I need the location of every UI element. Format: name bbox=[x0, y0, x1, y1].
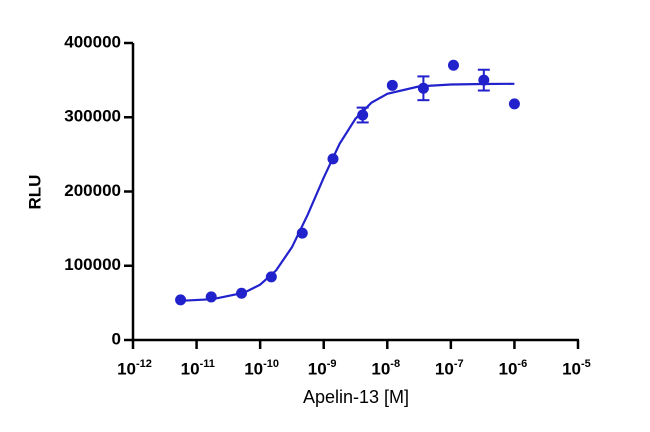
x-tick-label: 10 bbox=[181, 359, 200, 378]
point bbox=[508, 98, 520, 110]
x-tick-exponent: -9 bbox=[327, 358, 337, 370]
fit-curve bbox=[180, 82, 515, 302]
point bbox=[447, 59, 459, 71]
x-tick-label: 10 bbox=[499, 359, 518, 378]
x-tick-label: 10 bbox=[244, 359, 263, 378]
x-tick-exponent: -7 bbox=[454, 358, 464, 370]
x-tick-exponent: -10 bbox=[263, 358, 279, 370]
y-tick-label: 200000 bbox=[64, 181, 121, 200]
x-tick-exponent: -12 bbox=[136, 358, 152, 370]
x-tick-exponent: -11 bbox=[200, 358, 215, 370]
point bbox=[236, 287, 248, 299]
point bbox=[417, 82, 429, 94]
x-axis-title: Apelin-13 [M] bbox=[303, 387, 409, 407]
point bbox=[327, 153, 339, 165]
point bbox=[175, 294, 187, 306]
point bbox=[386, 79, 398, 91]
x-tick-exponent: -8 bbox=[390, 358, 400, 370]
x-tick-label: 10 bbox=[435, 359, 454, 378]
point bbox=[478, 74, 490, 86]
point bbox=[296, 227, 308, 239]
y-tick-label: 0 bbox=[112, 329, 121, 348]
x-tick-exponent: -6 bbox=[517, 358, 527, 370]
point bbox=[265, 271, 277, 283]
x-tick-exponent: -5 bbox=[581, 358, 591, 370]
x-tick-label: 10 bbox=[117, 359, 136, 378]
x-tick-label: 10 bbox=[308, 359, 327, 378]
x-tick-label: 10 bbox=[562, 359, 581, 378]
y-tick-label: 100000 bbox=[64, 255, 121, 274]
point bbox=[357, 109, 369, 121]
x-tick-label: 10 bbox=[371, 359, 390, 378]
y-tick-label: 300000 bbox=[64, 107, 121, 126]
point bbox=[205, 291, 217, 303]
y-tick-label: 400000 bbox=[64, 32, 121, 51]
y-axis-title: RLU bbox=[25, 175, 44, 210]
